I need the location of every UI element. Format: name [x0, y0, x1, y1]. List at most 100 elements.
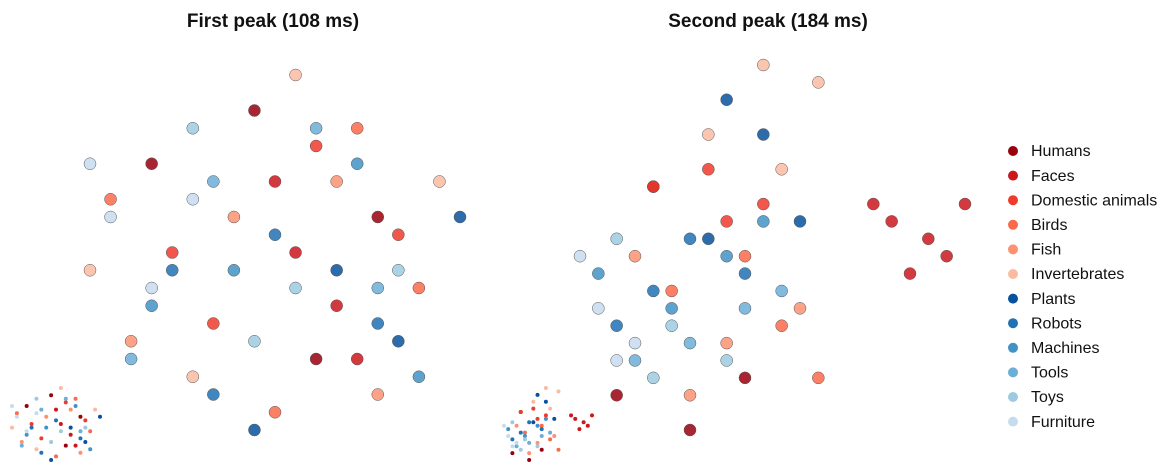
- inset-point: [83, 440, 87, 444]
- inset-point: [548, 407, 552, 411]
- inset-point: [25, 429, 29, 433]
- inset-point: [10, 404, 14, 408]
- point: [721, 215, 733, 227]
- point: [187, 193, 199, 205]
- legend-marker: [1008, 171, 1018, 181]
- point: [721, 337, 733, 349]
- inset-point: [519, 431, 523, 435]
- legend-label: Humans: [1031, 143, 1091, 160]
- legend-label: Furniture: [1031, 414, 1095, 431]
- point: [794, 302, 806, 314]
- point: [886, 215, 898, 227]
- point: [721, 94, 733, 106]
- inset-point: [64, 397, 68, 401]
- point: [739, 250, 751, 262]
- legend-marker: [1008, 417, 1018, 427]
- inset-point: [582, 420, 586, 424]
- inset-point: [506, 434, 510, 438]
- inset-point: [49, 393, 53, 397]
- point: [702, 163, 714, 175]
- inset-point: [74, 404, 78, 408]
- point: [310, 122, 322, 134]
- point: [757, 129, 769, 141]
- point: [739, 302, 751, 314]
- inset-point: [590, 413, 594, 417]
- point: [629, 337, 641, 349]
- point: [904, 268, 916, 280]
- point: [207, 176, 219, 188]
- point: [187, 122, 199, 134]
- point: [413, 371, 425, 383]
- point: [392, 335, 404, 347]
- inset-point: [510, 444, 514, 448]
- point: [684, 389, 696, 401]
- legend-label: Tools: [1031, 365, 1068, 382]
- legend-marker: [1008, 294, 1018, 304]
- inset-point: [74, 397, 78, 401]
- point: [351, 353, 363, 365]
- inset-point: [540, 448, 544, 452]
- point: [666, 320, 678, 332]
- inset-point: [39, 408, 43, 412]
- inset-point: [83, 426, 87, 430]
- legend-marker: [1008, 244, 1018, 254]
- point: [812, 372, 824, 384]
- inset-point: [548, 437, 552, 441]
- point: [812, 76, 824, 88]
- point: [867, 198, 879, 210]
- inset-point: [64, 400, 68, 404]
- inset-point: [39, 436, 43, 440]
- inset-point: [30, 422, 34, 426]
- inset-point: [49, 440, 53, 444]
- inset-point: [506, 427, 510, 431]
- point: [776, 163, 788, 175]
- inset-point: [34, 447, 38, 451]
- inset-point: [510, 437, 514, 441]
- point: [187, 371, 199, 383]
- point: [84, 264, 96, 276]
- point: [702, 233, 714, 245]
- point: [611, 233, 623, 245]
- point: [290, 69, 302, 81]
- point: [84, 158, 96, 170]
- point: [166, 264, 178, 276]
- inset-point: [93, 408, 97, 412]
- point: [310, 353, 322, 365]
- inset-point: [515, 444, 519, 448]
- point: [166, 247, 178, 259]
- point: [228, 264, 240, 276]
- point: [666, 285, 678, 297]
- inset-point: [69, 426, 73, 430]
- inset-point: [78, 429, 82, 433]
- legend-label: Plants: [1031, 291, 1075, 308]
- point: [757, 215, 769, 227]
- point: [739, 372, 751, 384]
- inset-point: [515, 424, 519, 428]
- point: [372, 318, 384, 330]
- inset-point: [536, 441, 540, 445]
- point: [207, 318, 219, 330]
- inset-point: [536, 444, 540, 448]
- point: [351, 158, 363, 170]
- inset-point: [20, 444, 24, 448]
- point: [574, 250, 586, 262]
- inset-point: [39, 451, 43, 455]
- point: [757, 59, 769, 71]
- point: [776, 320, 788, 332]
- inset-point: [536, 417, 540, 421]
- point: [739, 268, 751, 280]
- inset-point: [83, 418, 87, 422]
- point: [248, 424, 260, 436]
- inset-point: [49, 458, 53, 462]
- point: [611, 389, 623, 401]
- inset-point: [544, 417, 548, 421]
- inset-point: [64, 444, 68, 448]
- inset-point: [556, 448, 560, 452]
- point: [351, 122, 363, 134]
- point: [125, 335, 137, 347]
- point: [684, 424, 696, 436]
- inset-point: [540, 427, 544, 431]
- point: [776, 285, 788, 297]
- inset-point: [548, 431, 552, 435]
- inset-point: [69, 433, 73, 437]
